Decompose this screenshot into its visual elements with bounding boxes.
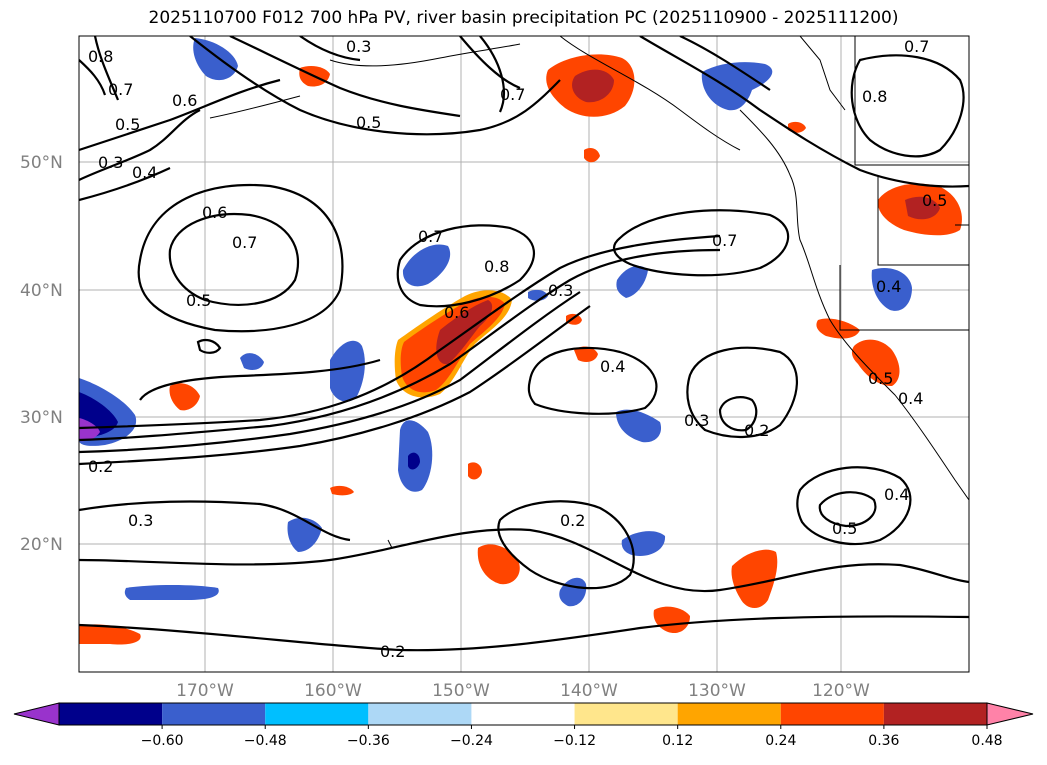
lon-label: 130°W (688, 681, 746, 701)
contour-label: 0.5 (356, 113, 381, 132)
pos-anomaly-area (816, 318, 860, 339)
colorbar-tick-label: −0.24 (450, 733, 493, 749)
contour-label: 0.8 (88, 47, 113, 66)
latitude-axis: 50°N 40°N 30°N 20°N (20, 153, 63, 555)
pos-anomaly-area (584, 148, 600, 163)
colorbar-tick-label: −0.60 (141, 733, 184, 749)
contour-label: 0.2 (380, 642, 405, 661)
colorbar: −0.60 −0.48 −0.36 −0.24 −0.12 0.12 0.24 0.36 0.4… (13, 702, 1034, 749)
colorbar-tick-label: 0.48 (971, 733, 1002, 749)
contour-label: 0.4 (132, 163, 157, 182)
contour-label: 0.2 (560, 511, 585, 530)
colorbar-right-extend (986, 702, 1034, 726)
colorbar-swatch (368, 703, 472, 725)
contour-label: 0.5 (832, 519, 857, 538)
contour-label: 0.7 (108, 80, 133, 99)
contour-label: 0.2 (744, 421, 769, 440)
contour-label: 0.4 (600, 357, 625, 376)
contour-label: 0.3 (98, 153, 123, 172)
contour-label: 0.5 (922, 191, 947, 210)
contour-label: 0.6 (444, 303, 469, 322)
colorbar-swatch (883, 703, 987, 725)
contour-label-layer: 0.8 0.7 0.6 0.5 0.4 0.3 0.2 0.7 0.6 0.5 … (88, 37, 947, 661)
pos-anomaly-area (851, 339, 900, 386)
map-title: 2025110700 F012 700 hPa PV, river basin … (148, 8, 899, 28)
coastlines (209, 36, 969, 549)
colorbar-tick-label: 0.36 (868, 733, 899, 749)
lat-label: 50°N (20, 153, 63, 173)
neg-anomaly-area (616, 265, 648, 298)
contour-label: 0.6 (202, 203, 227, 222)
pos-anomaly-area (574, 346, 598, 362)
contour-label: 0.4 (876, 277, 901, 296)
pos-anomaly-area (79, 624, 141, 645)
neg-anomaly-core (408, 452, 420, 470)
contour-label: 0.3 (548, 281, 573, 300)
pos-anomaly-area (169, 383, 200, 411)
lat-label: 30°N (20, 408, 63, 428)
contour-label: 0.7 (232, 233, 257, 252)
contour-label: 0.6 (172, 91, 197, 110)
longitude-axis: 170°W 160°W 150°W 140°W 130°W 120°W (176, 681, 870, 701)
contour-label: 0.8 (862, 87, 887, 106)
lat-label: 40°N (20, 281, 63, 301)
pos-anomaly-area (731, 549, 778, 609)
neg-anomaly-area (701, 62, 773, 111)
lat-label: 20°N (20, 535, 63, 555)
contour-label: 0.3 (684, 411, 709, 430)
neg-anomaly-area (240, 353, 264, 370)
contour-label: 0.5 (115, 115, 140, 134)
colorbar-swatch (574, 703, 678, 725)
colorbar-swatch (59, 703, 163, 725)
pos-anomaly-area (566, 313, 582, 325)
colorbar-swatch (162, 703, 266, 725)
lon-label: 160°W (304, 681, 362, 701)
lon-label: 140°W (560, 681, 618, 701)
map-frame (78, 35, 970, 673)
pv-contours (79, 36, 969, 652)
colorbar-tick-label: 0.12 (662, 733, 693, 749)
colorbar-swatch (780, 703, 884, 725)
contour-label: 0.3 (346, 37, 371, 56)
contour-label: 0.7 (500, 85, 525, 104)
contour-label: 0.5 (186, 291, 211, 310)
colorbar-tick-label: −0.48 (244, 733, 287, 749)
pos-anomaly-core (572, 69, 614, 103)
colorbar-tick-label: 0.24 (765, 733, 796, 749)
contour-label: 0.3 (128, 511, 153, 530)
lon-label: 150°W (432, 681, 490, 701)
colorbar-tick-label: −0.36 (347, 733, 390, 749)
lon-label: 120°W (812, 681, 870, 701)
contour-label: 0.2 (88, 457, 113, 476)
neg-anomaly-area (330, 340, 365, 402)
colorbar-left-extend (13, 702, 60, 726)
neg-anomaly-peak (79, 418, 100, 442)
contour-label: 0.7 (712, 231, 737, 250)
neg-anomaly-area (616, 409, 662, 443)
pos-anomaly-area (468, 462, 482, 480)
colorbar-swatch (265, 703, 369, 725)
neg-anomaly-area (124, 585, 219, 600)
contour-label: 0.4 (898, 389, 923, 408)
contour-label: 0.8 (484, 257, 509, 276)
colorbar-swatch (677, 703, 781, 725)
lon-label: 170°W (176, 681, 234, 701)
neg-anomaly-area (871, 268, 912, 311)
neg-anomaly-area (402, 244, 451, 287)
colorbar-tick-label: −0.12 (553, 733, 596, 749)
gridlines (79, 36, 969, 672)
contour-label: 0.7 (418, 227, 443, 246)
colorbar-swatch (471, 703, 575, 725)
contour-label: 0.7 (904, 37, 929, 56)
pos-anomaly-area (330, 485, 354, 496)
pos-anomaly-core (905, 196, 940, 220)
contour-label: 0.5 (868, 369, 893, 388)
pos-anomaly-area (477, 544, 520, 585)
contour-label: 0.4 (884, 485, 909, 504)
